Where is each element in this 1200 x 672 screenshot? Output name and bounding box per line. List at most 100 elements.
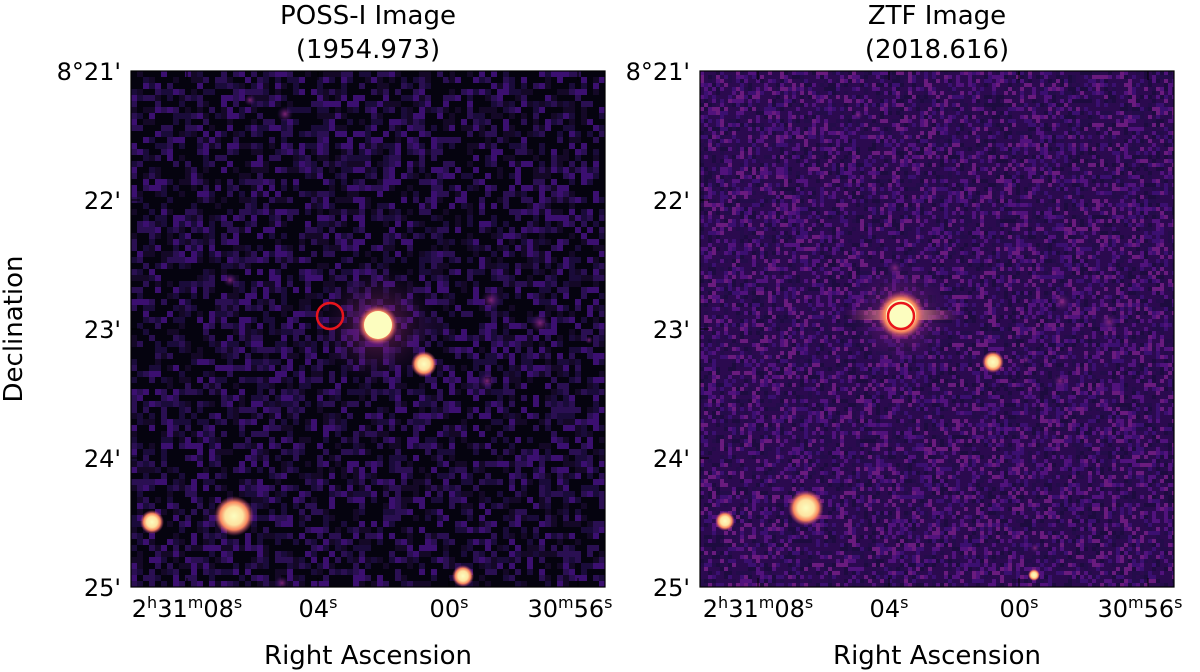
noise-pixel bbox=[575, 437, 581, 443]
noise-pixel bbox=[191, 227, 197, 233]
noise-pixel bbox=[804, 131, 808, 135]
noise-pixel bbox=[539, 251, 545, 257]
noise-pixel bbox=[581, 197, 587, 203]
noise-pixel bbox=[569, 401, 575, 407]
noise-pixel bbox=[287, 365, 293, 371]
noise-pixel bbox=[796, 111, 800, 115]
noise-pixel bbox=[992, 91, 996, 95]
noise-pixel bbox=[752, 91, 756, 95]
noise-pixel bbox=[173, 569, 179, 575]
noise-pixel bbox=[437, 515, 443, 521]
noise-pixel bbox=[868, 115, 872, 119]
noise-pixel bbox=[527, 335, 533, 341]
noise-pixel bbox=[581, 275, 587, 281]
noise-pixel bbox=[700, 131, 704, 135]
noise-pixel bbox=[1112, 131, 1116, 135]
noise-pixel bbox=[968, 79, 972, 83]
noise-pixel bbox=[1068, 75, 1072, 79]
noise-pixel bbox=[275, 491, 281, 497]
noise-pixel bbox=[772, 107, 776, 111]
noise-pixel bbox=[281, 347, 287, 353]
noise-pixel bbox=[449, 347, 455, 353]
noise-pixel bbox=[389, 143, 395, 149]
noise-pixel bbox=[744, 115, 748, 119]
noise-pixel bbox=[864, 87, 868, 91]
noise-pixel bbox=[305, 419, 311, 425]
noise-pixel bbox=[780, 107, 784, 111]
noise-pixel bbox=[940, 115, 944, 119]
noise-pixel bbox=[473, 125, 479, 131]
noise-pixel bbox=[491, 557, 497, 563]
noise-pixel bbox=[1068, 115, 1072, 119]
noise-pixel bbox=[521, 533, 527, 539]
noise-pixel bbox=[593, 155, 599, 161]
noise-pixel bbox=[359, 479, 365, 485]
noise-pixel bbox=[920, 115, 924, 119]
noise-pixel bbox=[167, 431, 173, 437]
noise-pixel bbox=[976, 79, 980, 83]
noise-pixel bbox=[569, 461, 575, 467]
noise-pixel bbox=[293, 395, 299, 401]
noise-pixel bbox=[443, 287, 449, 293]
noise-pixel bbox=[1084, 107, 1088, 111]
noise-pixel bbox=[401, 503, 407, 509]
noise-pixel bbox=[269, 443, 275, 449]
noise-pixel bbox=[347, 497, 353, 503]
noise-pixel bbox=[155, 155, 161, 161]
noise-pixel bbox=[467, 377, 473, 383]
noise-pixel bbox=[563, 413, 569, 419]
noise-pixel bbox=[569, 263, 575, 269]
noise-pixel bbox=[443, 407, 449, 413]
noise-pixel bbox=[239, 575, 245, 581]
noise-pixel bbox=[509, 227, 515, 233]
noise-pixel bbox=[431, 269, 437, 275]
noise-pixel bbox=[365, 575, 371, 581]
noise-pixel bbox=[557, 209, 563, 215]
noise-pixel bbox=[413, 479, 419, 485]
noise-pixel bbox=[149, 461, 155, 467]
noise-pixel bbox=[1112, 83, 1116, 87]
noise-pixel bbox=[161, 251, 167, 257]
noise-pixel bbox=[443, 413, 449, 419]
noise-pixel bbox=[940, 111, 944, 115]
noise-pixel bbox=[269, 221, 275, 227]
noise-pixel bbox=[485, 563, 491, 569]
noise-pixel bbox=[233, 245, 239, 251]
noise-pixel bbox=[545, 485, 551, 491]
noise-pixel bbox=[449, 239, 455, 245]
noise-pixel bbox=[1036, 119, 1040, 123]
noise-pixel bbox=[792, 83, 796, 87]
noise-pixel bbox=[527, 497, 533, 503]
noise-pixel bbox=[1112, 95, 1116, 99]
noise-pixel bbox=[515, 143, 521, 149]
noise-pixel bbox=[221, 167, 227, 173]
noise-pixel bbox=[425, 395, 431, 401]
noise-pixel bbox=[167, 443, 173, 449]
noise-pixel bbox=[748, 95, 752, 99]
noise-pixel bbox=[515, 491, 521, 497]
noise-pixel bbox=[287, 119, 293, 125]
noise-pixel bbox=[768, 115, 772, 119]
noise-pixel bbox=[341, 215, 347, 221]
noise-pixel bbox=[728, 79, 732, 83]
noise-pixel bbox=[317, 143, 323, 149]
noise-pixel bbox=[467, 161, 473, 167]
noise-pixel bbox=[593, 467, 599, 473]
noise-pixel bbox=[503, 125, 509, 131]
noise-pixel bbox=[575, 551, 581, 557]
noise-pixel bbox=[215, 437, 221, 443]
noise-pixel bbox=[413, 95, 419, 101]
noise-pixel bbox=[563, 185, 569, 191]
noise-pixel bbox=[257, 347, 263, 353]
noise-pixel bbox=[599, 209, 605, 215]
noise-pixel bbox=[167, 227, 173, 233]
noise-pixel bbox=[389, 395, 395, 401]
noise-pixel bbox=[425, 581, 431, 587]
noise-pixel bbox=[407, 581, 413, 587]
noise-pixel bbox=[137, 125, 143, 131]
noise-pixel bbox=[1044, 123, 1048, 127]
noise-pixel bbox=[431, 275, 437, 281]
noise-pixel bbox=[880, 71, 884, 75]
noise-pixel bbox=[896, 79, 900, 83]
noise-pixel bbox=[419, 179, 425, 185]
